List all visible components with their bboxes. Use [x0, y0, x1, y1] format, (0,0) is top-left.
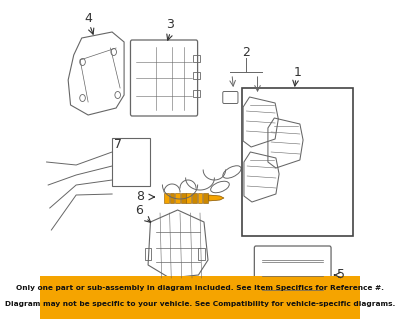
Bar: [193, 55, 200, 62]
Bar: [193, 72, 200, 79]
Bar: [193, 90, 200, 97]
Bar: [203, 193, 208, 203]
Text: 8: 8: [136, 190, 144, 204]
Bar: [145, 248, 151, 260]
Bar: [170, 193, 174, 203]
Text: 5: 5: [338, 269, 346, 281]
Bar: [112, 138, 150, 186]
Bar: [186, 193, 191, 203]
Bar: [198, 248, 205, 260]
Bar: [164, 193, 169, 203]
Text: 7: 7: [114, 138, 122, 151]
Text: Diagram may not be specific to your vehicle. See Compatibility for vehicle-speci: Diagram may not be specific to your vehi…: [5, 301, 395, 307]
Text: 3: 3: [166, 19, 174, 32]
Bar: [192, 193, 197, 203]
Bar: [242, 88, 354, 236]
Text: 2: 2: [242, 46, 250, 58]
Bar: [175, 193, 180, 203]
Bar: [181, 193, 186, 203]
Bar: [198, 193, 202, 203]
Text: 6: 6: [135, 204, 143, 217]
Text: 4: 4: [84, 11, 92, 25]
Bar: [40, 276, 360, 319]
Polygon shape: [209, 195, 224, 201]
Text: Only one part or sub-assembly in diagram included. See Item Specifics for Refere: Only one part or sub-assembly in diagram…: [16, 285, 384, 291]
Text: 1: 1: [294, 65, 302, 78]
